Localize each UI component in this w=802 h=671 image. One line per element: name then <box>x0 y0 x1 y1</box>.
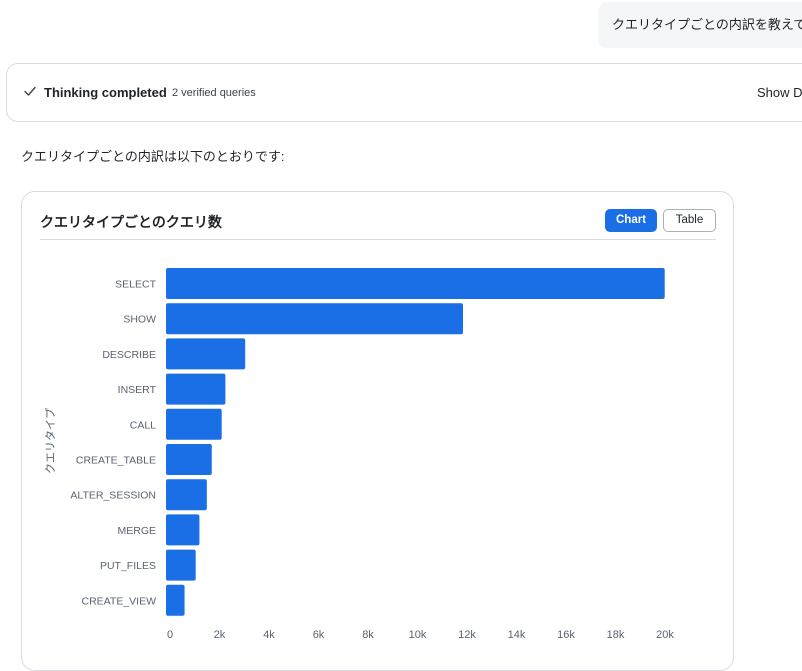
answer-text: クエリタイプごとの内訳は以下のとおりです: <box>21 149 285 164</box>
chart-card: クエリタイプごとのクエリ数 Chart Table <box>21 191 734 671</box>
card-divider <box>40 239 716 240</box>
verified-queries-count: 2 verified queries <box>172 87 256 99</box>
chart-view-button[interactable]: Chart <box>605 209 657 232</box>
thinking-panel[interactable]: Thinking completed 2 verified queries Sh… <box>6 63 802 122</box>
table-view-button[interactable]: Table <box>663 209 716 232</box>
show-details-button[interactable]: Show D <box>757 85 802 100</box>
check-icon <box>24 86 36 96</box>
chart-title: クエリタイプごとのクエリ数 <box>40 214 222 230</box>
user-message-bubble: クエリタイプごとの内訳を教えて <box>598 2 802 48</box>
thinking-title: Thinking completed <box>44 85 167 100</box>
user-message-text: クエリタイプごとの内訳を教えて <box>612 17 802 32</box>
